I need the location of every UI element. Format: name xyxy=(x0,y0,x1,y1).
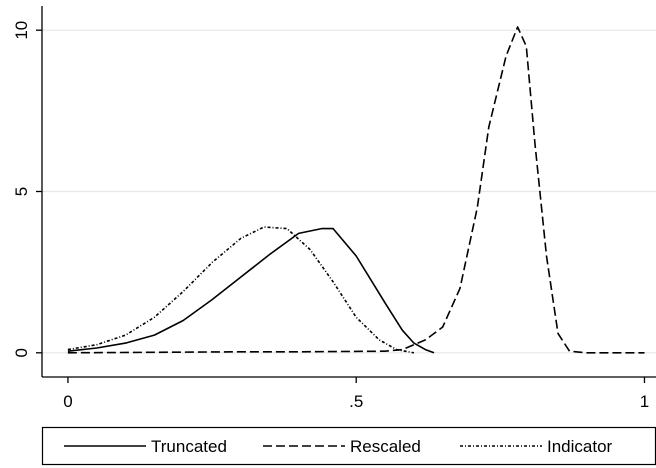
x-tick-label: 1 xyxy=(640,392,649,411)
y-tick-label: 5 xyxy=(12,187,31,196)
legend-label-indicator: Indicator xyxy=(547,437,613,456)
x-tick-label: 0 xyxy=(63,392,72,411)
series-line-truncated xyxy=(67,227,435,354)
series-line-rescaled xyxy=(67,26,645,354)
y-tick-label: 10 xyxy=(12,21,31,40)
legend-label-rescaled: Rescaled xyxy=(350,437,421,456)
series-line-indicator xyxy=(67,226,415,354)
legend-label-truncated: Truncated xyxy=(151,437,227,456)
y-tick-label: 0 xyxy=(12,348,31,357)
x-tick-label: .5 xyxy=(349,392,363,411)
